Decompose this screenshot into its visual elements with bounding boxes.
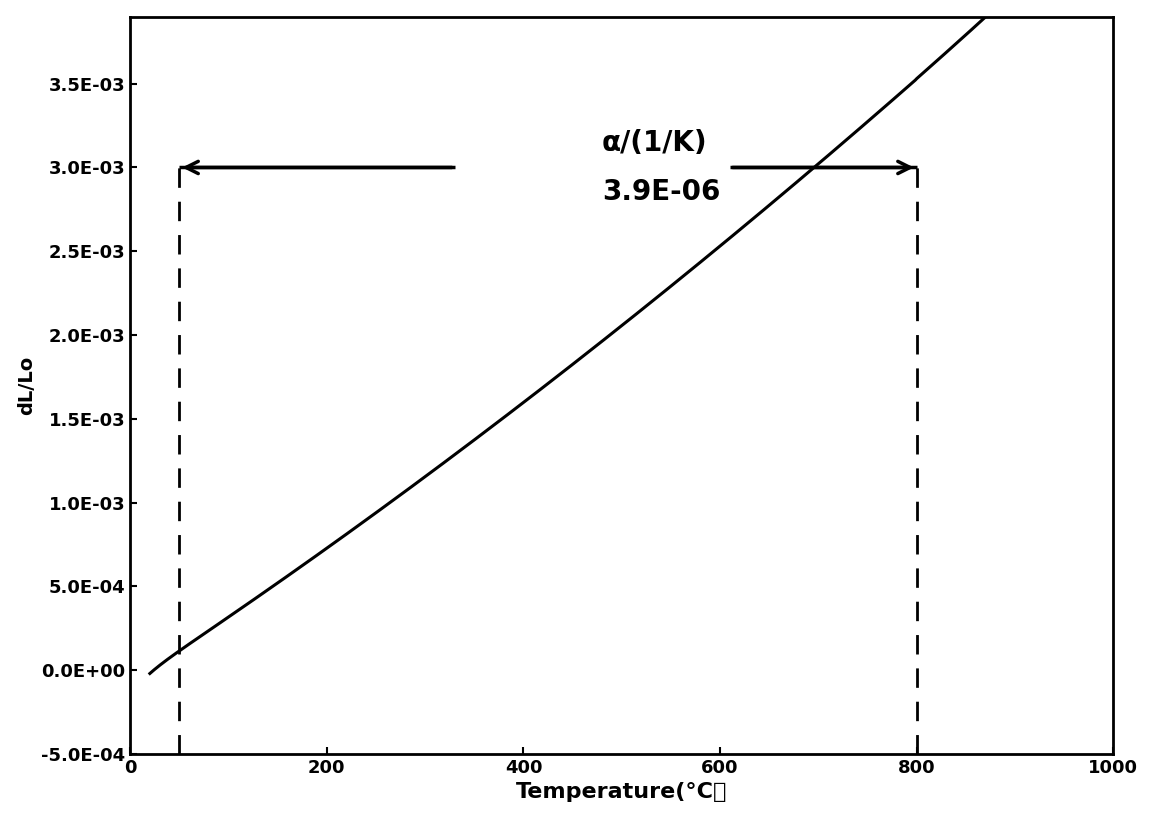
- Text: 3.9E-06: 3.9E-06: [602, 178, 721, 206]
- Text: α/(1/K): α/(1/K): [602, 129, 708, 157]
- X-axis label: Temperature(°C）: Temperature(°C）: [516, 782, 728, 803]
- Y-axis label: dL/Lo: dL/Lo: [16, 355, 36, 415]
